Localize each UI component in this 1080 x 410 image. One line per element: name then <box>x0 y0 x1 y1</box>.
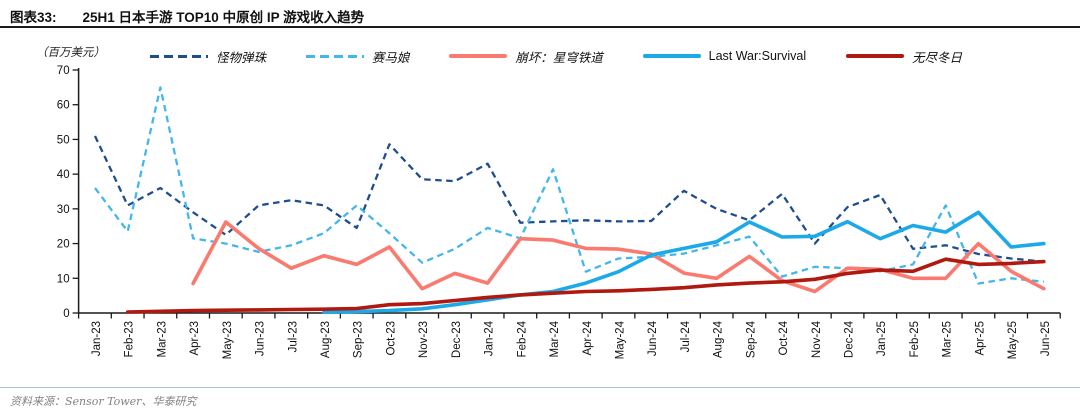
legend-swatch-solid-blue <box>642 54 701 58</box>
legend-label: 赛马娘 <box>371 49 410 65</box>
y-axis-unit-label: （百万美元） <box>36 45 105 59</box>
x-axis-label: Aug-23 <box>320 321 332 358</box>
x-axis-label: Sep-23 <box>353 321 365 358</box>
x-axis-label: Aug-24 <box>713 320 725 358</box>
chart-legend: 怪物弹珠 赛马娘 崩坏：星穹铁道 Last War:Survival 无尽冬日 <box>150 46 962 66</box>
x-axis-label: Apr-25 <box>974 321 986 356</box>
x-axis-label: Feb-24 <box>516 320 528 357</box>
y-axis-tick-label: 50 <box>57 134 70 146</box>
legend-label: 怪物弹珠 <box>216 49 267 65</box>
x-axis-label: May-24 <box>614 320 626 359</box>
series-line-monster-strike <box>93 135 1044 263</box>
legend-item-uma-musume: 赛马娘 <box>305 47 410 66</box>
source-note: 资料来源：Sensor Tower、华泰研究 <box>10 395 197 408</box>
x-axis-label: Mar-24 <box>549 320 561 357</box>
legend-swatch-dashed-navy <box>150 54 208 58</box>
y-axis-tick-label: 20 <box>57 239 70 251</box>
y-axis-tick-label: 0 <box>63 308 69 320</box>
legend-label: 崩坏：星穹铁道 <box>515 49 603 65</box>
page-title: 图表33: 25H1 日本手游 TOP10 中原创 IP 游戏收入趋势 <box>10 6 365 25</box>
legend-label: Last War:Survival <box>708 49 807 63</box>
x-axis-label: May-23 <box>222 321 234 359</box>
y-axis-tick-label: 30 <box>57 204 70 216</box>
x-axis-label: Oct-23 <box>385 321 397 356</box>
x-axis-label: Dec-24 <box>844 320 856 358</box>
legend-swatch-dashed-lightblue <box>305 54 364 58</box>
legend-label: 无尽冬日 <box>911 49 962 65</box>
legend-swatch-solid-salmon <box>449 54 508 58</box>
x-axis-label: Sep-24 <box>745 320 757 358</box>
x-axis-label: Nov-23 <box>418 321 430 358</box>
x-axis-label: Oct-24 <box>778 320 790 355</box>
y-axis-tick-label: 40 <box>57 169 70 181</box>
x-axis-label: Feb-25 <box>909 321 921 357</box>
x-axis-label: Mar-23 <box>156 321 168 357</box>
series-line-last-war-survival <box>322 210 1046 315</box>
legend-item-whiteout-survival: 无尽冬日 <box>845 47 962 66</box>
series-line-honkai-star-rail <box>191 220 1046 294</box>
legend-item-last-war-survival: Last War:Survival <box>642 49 807 63</box>
x-axis-label: Jul-24 <box>680 320 692 352</box>
y-axis-tick-label: 70 <box>57 65 70 77</box>
x-axis-label: Jun-23 <box>255 321 267 356</box>
x-axis-label: Feb-23 <box>124 321 136 357</box>
x-axis-label: May-25 <box>1007 321 1019 359</box>
series-line-uma-musume <box>94 86 1044 285</box>
figure-title: 25H1 日本手游 TOP10 中原创 IP 游戏收入趋势 <box>82 10 365 25</box>
footer-divider <box>0 387 1080 388</box>
x-axis-label: Jun-24 <box>647 320 659 356</box>
x-axis-label: Jul-23 <box>287 321 299 352</box>
x-axis-label: Apr-24 <box>582 320 594 355</box>
x-axis-label: Jun-25 <box>1040 321 1052 356</box>
x-axis-label: Jan-24 <box>484 320 496 356</box>
x-axis-label: Nov-24 <box>811 320 823 358</box>
y-axis-tick-label: 10 <box>57 273 70 285</box>
legend-item-monster-strike: 怪物弹珠 <box>150 47 266 66</box>
x-axis-label: Mar-25 <box>942 321 954 357</box>
figure-number: 图表33: <box>10 10 57 25</box>
x-axis-label: Apr-23 <box>189 321 201 356</box>
x-axis-label: Dec-23 <box>451 321 463 358</box>
x-axis-label: Jan-25 <box>876 321 888 356</box>
series-line-whiteout-survival <box>125 257 1046 314</box>
title-divider <box>0 26 1080 28</box>
legend-item-honkai-star-rail: 崩坏：星穹铁道 <box>449 47 603 66</box>
y-axis-tick-label: 60 <box>57 100 70 112</box>
x-axis-label: Jan-23 <box>91 321 103 356</box>
legend-swatch-solid-darkred <box>845 54 904 58</box>
